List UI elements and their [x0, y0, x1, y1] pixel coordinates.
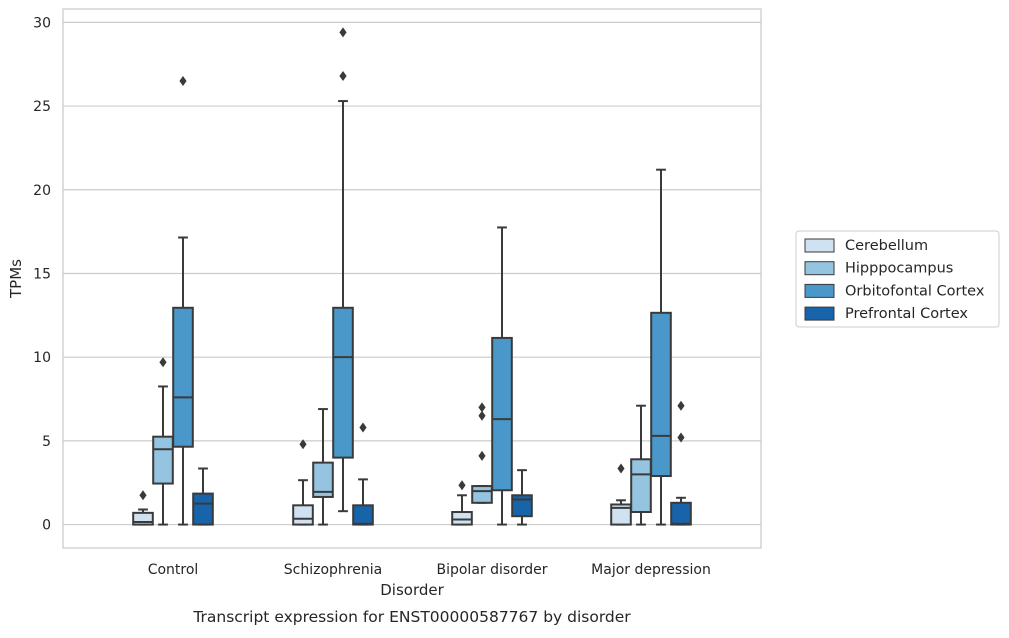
- box-prefrontal-cortex-0: [192, 467, 214, 526]
- legend-swatch: [804, 261, 835, 276]
- box-orbitofontal-cortex-3: [650, 168, 672, 526]
- x-tick-label: Major depression: [591, 562, 711, 578]
- outlier-point: [339, 27, 347, 38]
- outlier-point: [677, 432, 685, 443]
- y-tick-label: 20: [33, 183, 51, 199]
- box-body: [332, 306, 354, 459]
- y-tick-labels: 0 5 10 15 20 25 30: [33, 15, 51, 533]
- box-body: [172, 306, 194, 448]
- x-tick-label: Schizophrenia: [284, 562, 382, 578]
- x-axis-label: Disorder: [380, 581, 444, 599]
- outlier-point: [339, 70, 347, 81]
- outlier-point: [139, 490, 147, 501]
- y-axis-label: TPMs: [7, 259, 25, 299]
- outlier-point: [478, 410, 486, 421]
- outlier-point: [458, 480, 466, 491]
- legend-label: Orbitofontal Cortex: [845, 283, 985, 299]
- box-body: [132, 511, 154, 526]
- box-prefrontal-cortex-2: [511, 469, 533, 526]
- box-body: [670, 501, 692, 526]
- box-body: [610, 503, 632, 526]
- outlier-point: [478, 402, 486, 413]
- x-tick-label: Control: [148, 562, 199, 578]
- box-prefrontal-cortex-3: [670, 400, 692, 526]
- chart-caption: Transcript expression for ENST0000058776…: [192, 608, 631, 626]
- y-tick-label: 30: [33, 15, 51, 31]
- legend-swatch: [804, 306, 835, 321]
- box-hipppocampus-0: [152, 357, 174, 526]
- box-body: [491, 336, 513, 492]
- box-body: [312, 461, 334, 498]
- box-layer: [132, 27, 692, 526]
- legend-frame: [795, 230, 1000, 328]
- box-body: [471, 485, 493, 504]
- box-body: [152, 435, 174, 485]
- box-body: [630, 458, 652, 514]
- legend-swatch: [804, 283, 835, 298]
- box-cerebellum-2: [451, 480, 473, 526]
- x-tick-labels: Control Schizophrenia Bipolar disorder Majo…: [148, 562, 711, 578]
- outlier-point: [617, 463, 625, 474]
- box-prefrontal-cortex-1: [352, 422, 374, 526]
- y-tick-label: 15: [33, 266, 51, 282]
- box-hipppocampus-1: [312, 408, 334, 526]
- box-cerebellum-0: [132, 490, 154, 526]
- box-body: [292, 504, 314, 526]
- box-body: [511, 494, 533, 518]
- box-orbitofontal-cortex-2: [491, 226, 513, 526]
- outlier-point: [159, 357, 167, 368]
- y-tick-label: 0: [42, 518, 51, 534]
- legend-swatch: [804, 238, 835, 253]
- box-body: [451, 511, 473, 526]
- x-tick-label: Bipolar disorder: [436, 562, 547, 578]
- legend: Cerebellum Hipppocampus Orbitofontal Corte…: [795, 230, 1000, 328]
- plot-frame: [62, 8, 762, 549]
- box-body: [650, 311, 672, 478]
- box-body: [352, 504, 374, 526]
- outlier-point: [478, 450, 486, 461]
- legend-label: Prefrontal Cortex: [845, 306, 968, 322]
- y-tick-label: 5: [42, 434, 51, 450]
- y-tick-label: 10: [33, 350, 51, 366]
- box-cerebellum-1: [292, 439, 314, 526]
- legend-items: Cerebellum Hipppocampus Orbitofontal Corte…: [804, 238, 985, 322]
- box-orbitofontal-cortex-0: [172, 75, 194, 526]
- legend-label: Cerebellum: [845, 238, 928, 254]
- box-orbitofontal-cortex-1: [332, 27, 354, 513]
- box-hipppocampus-2: [471, 402, 493, 504]
- outlier-point: [179, 75, 187, 86]
- box-body: [192, 492, 214, 526]
- outlier-point: [677, 400, 685, 411]
- box-cerebellum-3: [610, 463, 632, 526]
- box-hipppocampus-3: [630, 404, 652, 526]
- outlier-point: [299, 439, 307, 450]
- outlier-point: [359, 422, 367, 433]
- legend-label: Hipppocampus: [845, 261, 953, 277]
- y-tick-label: 25: [33, 99, 51, 115]
